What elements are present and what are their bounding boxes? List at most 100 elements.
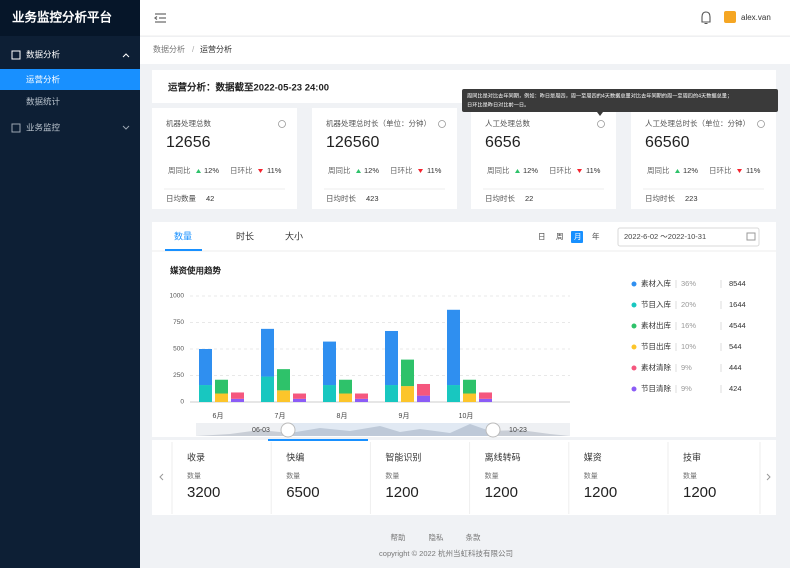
- info-icon[interactable]: [278, 120, 286, 128]
- stat-card: [471, 108, 616, 209]
- info-icon[interactable]: [597, 120, 605, 128]
- card-label: 日均时长: [326, 193, 356, 203]
- avatar[interactable]: [724, 11, 736, 23]
- zoom-label: 06-03: [252, 427, 270, 434]
- card-label: 周同比: [647, 165, 670, 175]
- card-wow: 12%: [364, 166, 379, 175]
- chevron[interactable]: [122, 125, 130, 130]
- x-tick-label: 8月: [337, 412, 348, 420]
- x-tick-label: 10月: [459, 412, 474, 420]
- bar: [401, 386, 414, 402]
- bar: [261, 376, 274, 402]
- card-dod: 11%: [267, 166, 282, 175]
- legend-label[interactable]: 节目清除: [641, 383, 671, 393]
- chevron[interactable]: [122, 53, 130, 58]
- y-tick-label: 1000: [170, 293, 185, 300]
- stat-label: 数量: [485, 471, 499, 480]
- card-value: 6656: [485, 134, 521, 151]
- breadcrumb-item: 运营分析: [200, 44, 232, 54]
- footer-link[interactable]: 条款: [466, 532, 481, 542]
- menu-item[interactable]: 业务监控: [26, 122, 61, 132]
- legend-total: 1644: [729, 300, 746, 309]
- breadcrumb-item[interactable]: 数据分析: [153, 44, 185, 54]
- period-active[interactable]: [571, 231, 583, 243]
- menu-active[interactable]: [0, 69, 140, 90]
- bell-icon[interactable]: [701, 11, 711, 25]
- card-label: 周同比: [328, 165, 351, 175]
- legend-label[interactable]: 节目出库: [641, 341, 671, 351]
- bar: [417, 383, 430, 396]
- card-title: 机器处理总数: [166, 118, 211, 128]
- card-label: 日环比: [709, 165, 732, 175]
- tab[interactable]: 数量: [174, 230, 192, 241]
- zoom-handle[interactable]: [280, 422, 296, 438]
- card-label: 日环比: [549, 165, 572, 175]
- tab[interactable]: 时长: [236, 230, 254, 241]
- legend-share: 36%: [681, 279, 696, 288]
- stat-title: 离线转码: [485, 451, 521, 462]
- legend-label[interactable]: 素材清除: [641, 362, 671, 372]
- period[interactable]: 年: [592, 231, 600, 241]
- bar: [293, 398, 306, 402]
- legend-total: 544: [729, 342, 742, 351]
- card-wow: 12%: [683, 166, 698, 175]
- menu-item[interactable]: 运营分析: [26, 74, 61, 84]
- bar: [215, 379, 228, 394]
- bar: [277, 390, 290, 402]
- tooltip-arrow: [597, 112, 603, 116]
- footer-link[interactable]: 帮助: [391, 532, 406, 542]
- card-label: 日环比: [230, 165, 253, 175]
- legend-label[interactable]: 节目入库: [641, 299, 671, 309]
- period[interactable]: 月: [574, 232, 582, 241]
- period[interactable]: 周: [556, 232, 564, 241]
- menu-item[interactable]: 数据统计: [26, 96, 61, 106]
- info-icon[interactable]: [757, 120, 765, 128]
- header: [140, 0, 790, 36]
- bar: [339, 379, 352, 394]
- card-title: 机器处理总时长（单位：分钟）: [326, 118, 431, 128]
- legend-label[interactable]: 素材出库: [641, 320, 671, 330]
- copyright: copyright © 2022 杭州当虹科技有限公司: [379, 548, 513, 558]
- card-label: 日环比: [390, 165, 413, 175]
- bar: [447, 309, 460, 386]
- tab-indicator: [165, 249, 202, 251]
- menu-toggle[interactable]: [154, 13, 166, 23]
- date-picker[interactable]: [617, 227, 760, 247]
- bar: [355, 398, 368, 402]
- footer-link[interactable]: 隐私: [429, 532, 444, 542]
- legend-share: 20%: [681, 300, 696, 309]
- card-dod: 11%: [586, 166, 601, 175]
- page-heading: 运营分析：数据截至2022-05-23 24:00: [168, 82, 329, 94]
- bar: [417, 395, 430, 402]
- breadcrumb-bar: [140, 37, 790, 64]
- down-arrow: [737, 169, 742, 173]
- menu-item[interactable]: 数据分析: [26, 49, 61, 59]
- menu-icon: [11, 123, 21, 133]
- legend-dot: [631, 365, 637, 371]
- bar: [463, 379, 476, 394]
- stat-value: 1200: [584, 484, 617, 501]
- calendar-icon: [746, 232, 756, 241]
- up-arrow: [675, 169, 680, 173]
- user-name[interactable]: alex.van: [741, 13, 771, 22]
- bar: [401, 359, 414, 387]
- period[interactable]: 日: [538, 232, 546, 241]
- prev-arrow[interactable]: [159, 473, 164, 481]
- bar: [385, 330, 398, 386]
- legend-label[interactable]: 素材入库: [641, 278, 671, 288]
- card-label: 日均时长: [485, 193, 515, 203]
- legend-dot: [631, 344, 637, 350]
- tab[interactable]: 大小: [285, 230, 303, 241]
- zoom-handle[interactable]: [485, 422, 501, 438]
- card-label: 周同比: [168, 165, 191, 175]
- bar: [323, 385, 336, 402]
- legend-share: 9%: [681, 384, 692, 393]
- stat-label: 数量: [385, 471, 399, 480]
- card-dod: 11%: [427, 166, 442, 175]
- info-icon[interactable]: [438, 120, 446, 128]
- stat-card: [152, 108, 297, 209]
- zoom-range: [288, 423, 493, 436]
- next-arrow[interactable]: [766, 473, 771, 481]
- bar: [215, 393, 228, 402]
